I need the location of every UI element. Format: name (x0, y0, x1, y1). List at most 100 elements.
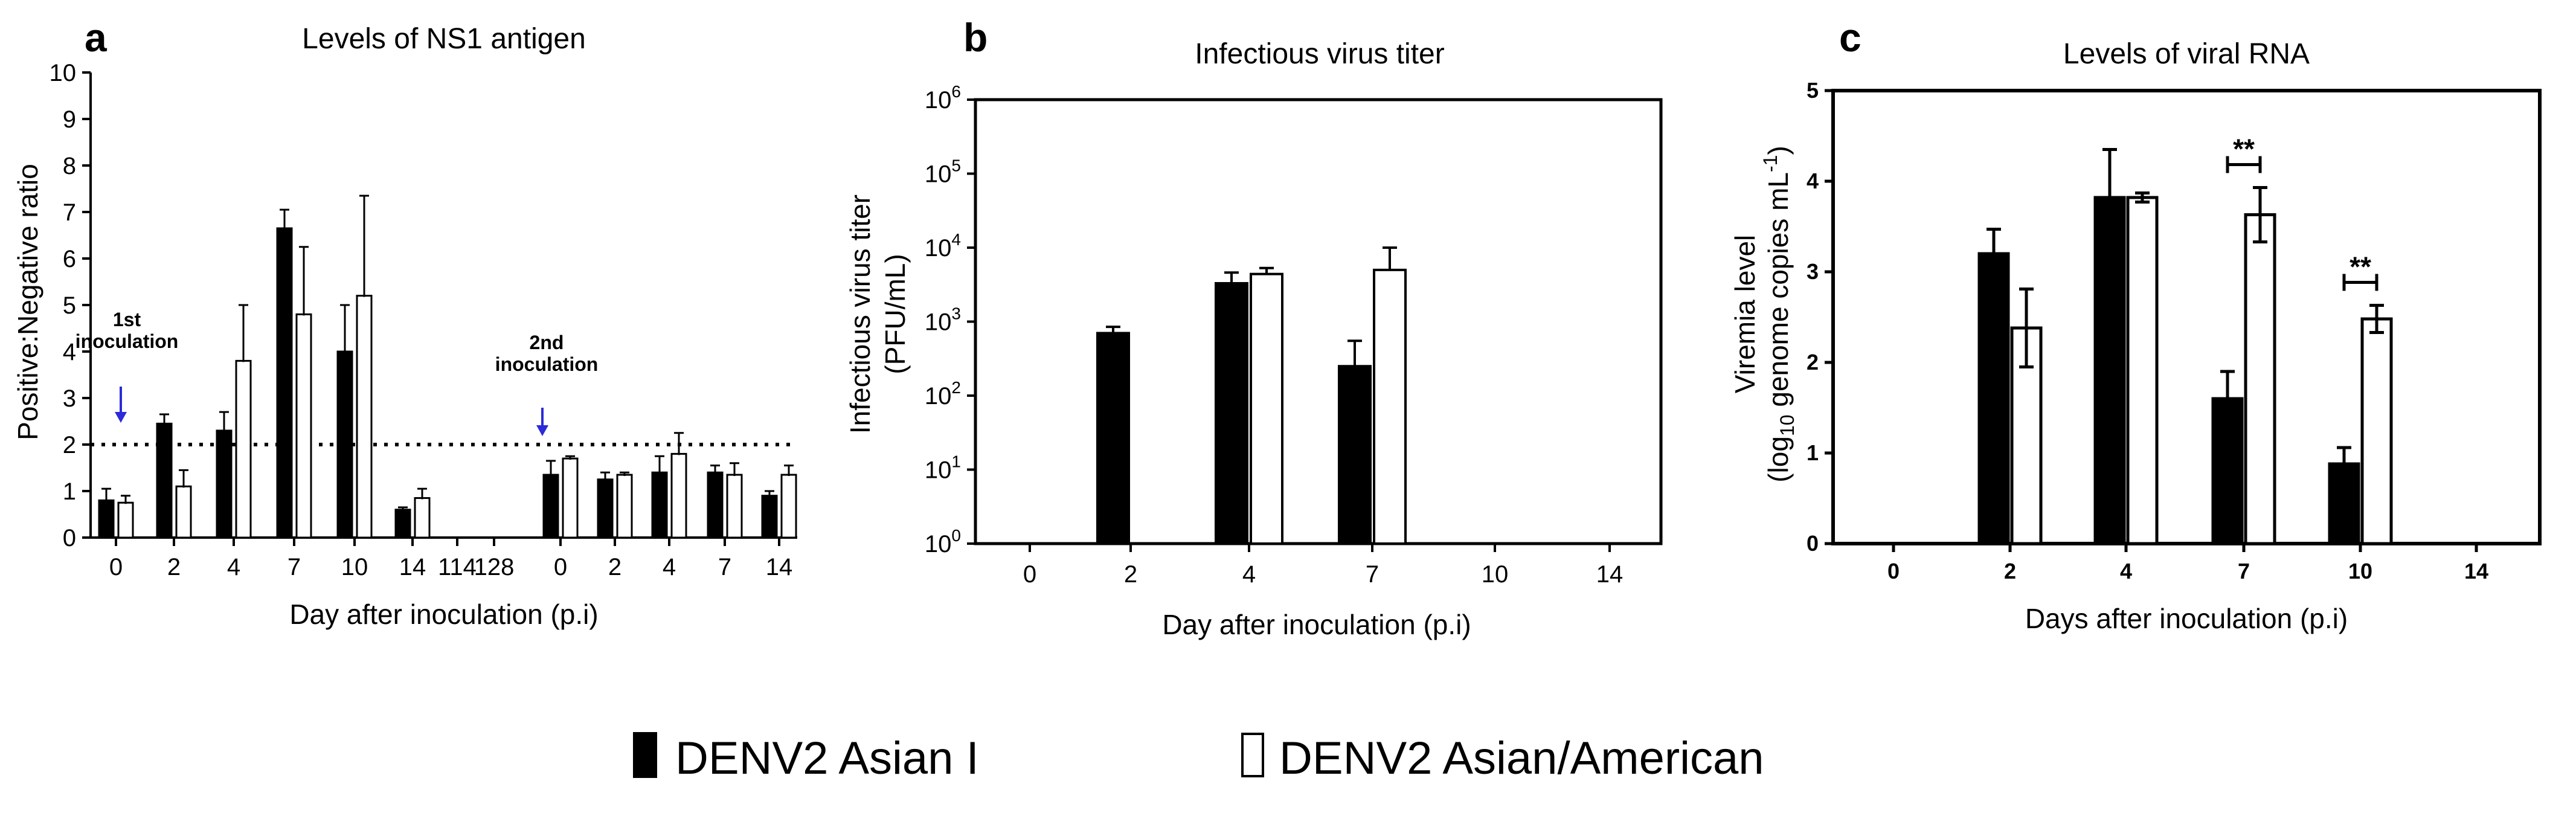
panel-b-y-tick-base: 10 (925, 87, 952, 114)
legend: DENV2 Asian I DENV2 Asian/American (633, 732, 1764, 784)
panel-c-title: Levels of viral RNA (2063, 38, 2310, 70)
panel-b-y-tick-label: 100 (925, 526, 961, 558)
annotation-1st-line1: 1st (113, 309, 141, 330)
panel-a-y-tick-label: 0 (63, 525, 76, 551)
panel-b-y-axis-unit: (PFU/mL) (879, 254, 911, 374)
panel-b-y-tick-base: 10 (925, 161, 952, 188)
panel-b-y-tick-base: 10 (925, 531, 952, 558)
significance-label: ** (2350, 251, 2371, 283)
panel-c-x-tick-label: 2 (2004, 559, 2016, 583)
panel-a-x-tick-label: 7 (718, 554, 731, 580)
panel-a-bar-asian-i (761, 495, 778, 539)
annotation-1st-line2: inoculation (75, 330, 179, 352)
panel-c-y-axis-label: Viremia level (1729, 235, 1761, 393)
panel-a-x-tick-label: 10 (341, 554, 368, 580)
panel-a-y-tick-label: 5 (63, 292, 76, 319)
panel-b-y-tick-exponent: 2 (951, 378, 961, 397)
panel-c-bar-asian-i (1977, 252, 2010, 545)
panel-a-bar-asian-american (414, 497, 431, 539)
panel-a-bar-asian-i (651, 471, 668, 539)
panel-b-y-tick-base: 10 (925, 309, 952, 336)
panel-a-x-tick-label: 7 (287, 554, 301, 580)
panel-b-x-tick-label: 0 (1023, 561, 1036, 588)
panel-a-bar-asian-i (597, 478, 614, 539)
panel-a-x-tick-label: 2 (608, 554, 622, 580)
panel-b-bar-asian-i (1338, 365, 1372, 545)
unit-pre: (log (1762, 436, 1794, 483)
panel-c-y-tick-label: 5 (1807, 78, 1819, 103)
panel-b-y-axis-label: Infectious virus titer (844, 194, 876, 434)
panel-a-bar-asian-i (276, 227, 293, 539)
panel-c-y-tick-label: 4 (1807, 169, 1819, 193)
panel-c-bar-asian-american (2360, 317, 2393, 545)
panel-a-bar-asian-american (117, 501, 134, 539)
panel-b-y-tick-exponent: 1 (951, 452, 961, 471)
panel-a-x-tick-label: 4 (663, 554, 676, 580)
significance-label: ** (2233, 133, 2255, 165)
panel-b-x-tick-label: 2 (1124, 561, 1137, 588)
panel-a-y-tick-label: 7 (63, 199, 76, 226)
panel-a-x-tick-label: 0 (109, 554, 123, 580)
panel-b-x-tick-label: 4 (1242, 561, 1256, 588)
panel-c-x-tick-label: 14 (2464, 559, 2488, 583)
panel-c-x-axis-label: Days after inoculation (p.i) (2025, 603, 2348, 634)
unit-superscript: -1 (1759, 155, 1781, 172)
annotation-2nd-line2: inoculation (495, 353, 599, 375)
panel-b-y-tick-label: 104 (925, 230, 961, 262)
panel-a-bar-asian-i (156, 422, 173, 539)
panel-a-bar-asian-i (542, 474, 559, 539)
unit-post: ) (1762, 146, 1794, 155)
panel-b-bar-asian-i (1096, 332, 1130, 545)
panel-a-bar-asian-american (780, 474, 797, 539)
panel-c-bar-asian-american (2126, 196, 2159, 545)
panel-a-x-tick-label: 14 (766, 554, 793, 580)
panel-b: b Infectious virus titer 100101102103104… (844, 15, 1663, 640)
panel-a-x-tick-label: 14 (399, 554, 426, 580)
panel-c-bar-asian-american (2244, 213, 2276, 545)
panel-b-y-tick-exponent: 6 (951, 82, 961, 101)
panel-a-y-tick-label: 6 (63, 246, 76, 272)
panel-a-x-tick-label: 114 (438, 554, 477, 580)
panel-b-y-tick-base: 10 (925, 235, 952, 262)
unit-subscript: 10 (1776, 414, 1798, 436)
panel-a-x-tick-label: 128 (474, 554, 515, 580)
legend-label-asian-i: DENV2 Asian I (675, 733, 979, 784)
panel-c-x-tick-label: 0 (1887, 559, 1900, 583)
panel-a-y-tick-label: 4 (63, 339, 76, 365)
panel-a-x-tick-label: 0 (554, 554, 567, 580)
panel-b-y-tick-exponent: 5 (951, 156, 961, 175)
panel-b-y-tick-label: 101 (925, 452, 961, 484)
panel-c-letter: c (1839, 15, 1861, 60)
panel-b-y-tick-label: 105 (925, 156, 961, 188)
legend-swatch-asian-i (633, 732, 657, 778)
panel-a-arrow-head (536, 425, 548, 436)
panel-b-bar-asian-i (1215, 281, 1248, 545)
panel-a-y-tick-label: 1 (63, 478, 76, 505)
panel-c-y-tick-label: 1 (1807, 440, 1819, 465)
annotation-2nd-line1: 2nd (530, 332, 564, 353)
panel-b-x-tick-label: 14 (1596, 561, 1624, 588)
panel-a: a Levels of NS1 antigen 0 1 2 3 4 5 6 7 8 9 10 0 2 4 7… (12, 15, 797, 630)
panel-a-y-tick-label: 10 (50, 60, 77, 86)
panel-c-x-tick-label: 4 (2120, 559, 2132, 583)
unit-mid: genome copies mL (1762, 172, 1794, 414)
panel-a-letter: a (85, 15, 108, 60)
panel-b-x-axis-label: Day after inoculation (p.i) (1162, 609, 1471, 640)
panel-b-y-tick-exponent: 4 (951, 230, 961, 249)
panel-a-y-tick-label: 8 (63, 153, 76, 179)
panel-a-bar-asian-american (726, 474, 743, 539)
panel-b-x-tick-label: 7 (1366, 561, 1379, 588)
panel-b-x-tick-label: 10 (1482, 561, 1509, 588)
panel-b-y-tick-exponent: 0 (951, 526, 961, 545)
panel-a-bar-asian-american (562, 457, 579, 539)
panel-a-x-axis-label: Day after inoculation (p.i) (289, 599, 598, 630)
panel-b-letter: b (963, 15, 988, 60)
panel-b-y-tick-exponent: 3 (951, 304, 961, 323)
panel-c-y-tick-label: 0 (1807, 531, 1819, 556)
panel-b-y-tick-base: 10 (925, 457, 952, 484)
legend-label-asian-american: DENV2 Asian/American (1279, 733, 1764, 784)
panel-c-x-tick-label: 7 (2238, 559, 2250, 583)
panel-a-bar-asian-american (295, 313, 312, 539)
panel-a-y-axis-label: Positive:Negative ratio (12, 164, 43, 440)
